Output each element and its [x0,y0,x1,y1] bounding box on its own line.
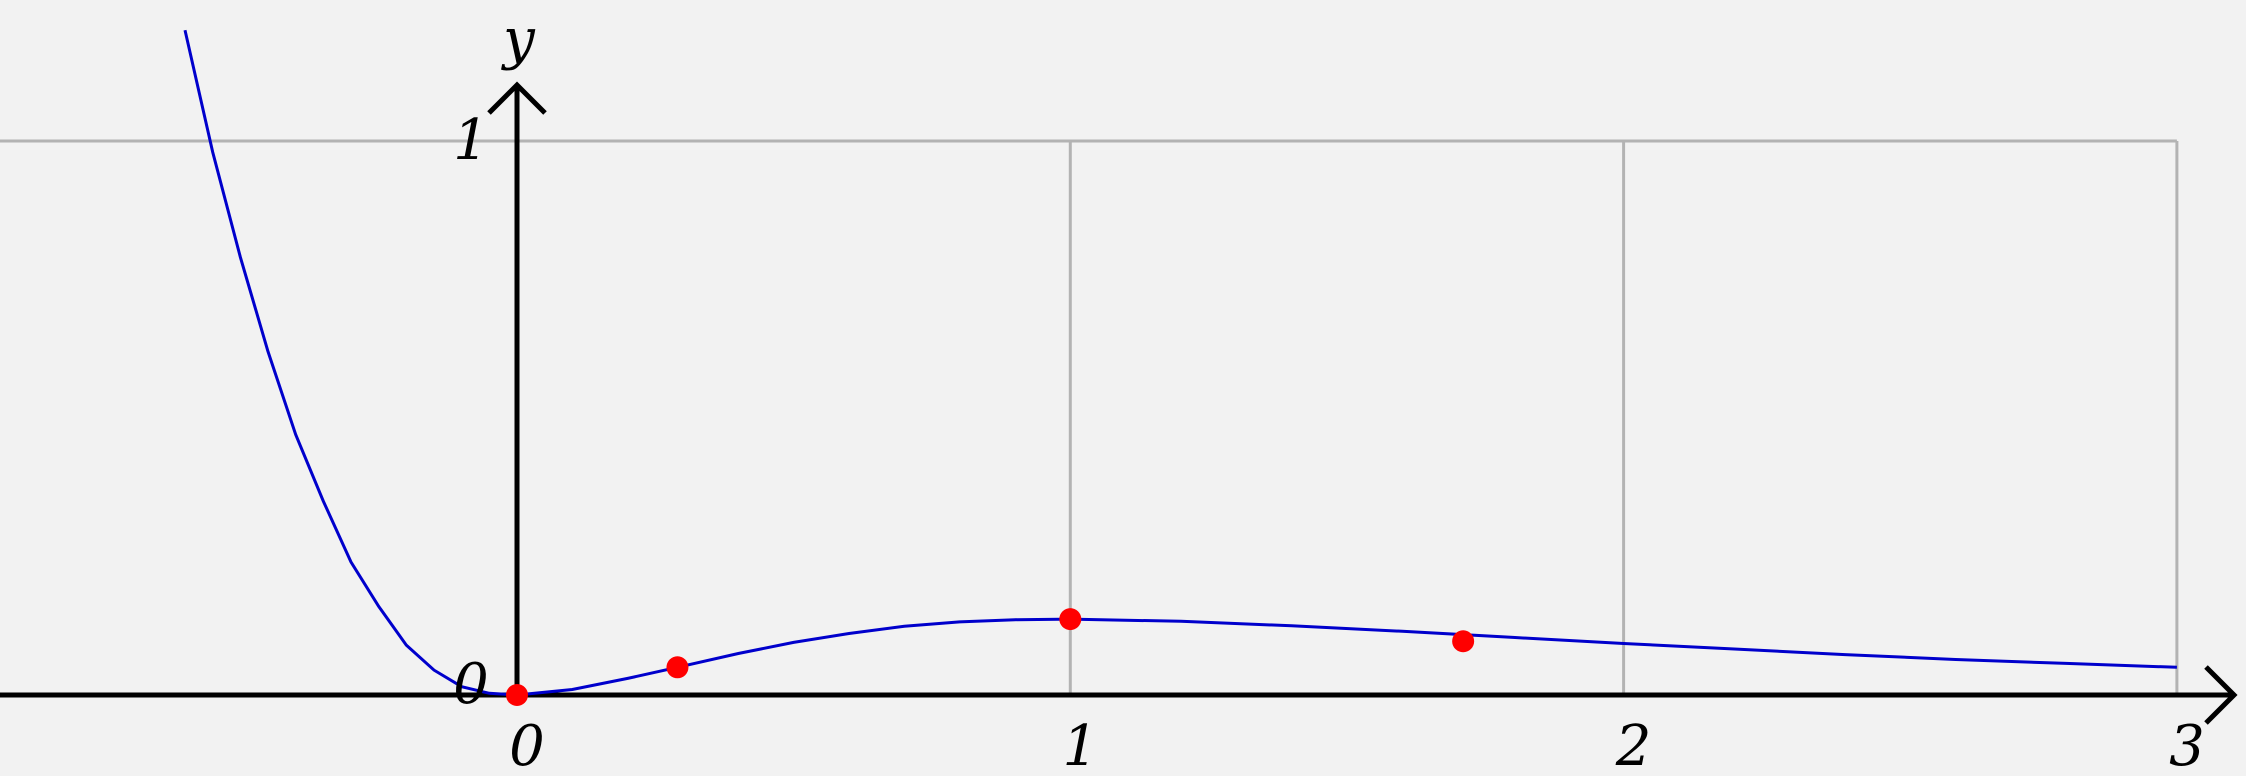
data-point [1452,630,1475,653]
y-tick-label: 0 [453,652,489,717]
y-axis-label: y [500,7,536,72]
x-tick-label: 1 [1062,714,1098,776]
x-tick-label: 2 [1615,714,1652,776]
data-point [506,684,528,706]
x-tick-label: 0 [509,714,545,776]
axes [0,81,2238,725]
x-axis-arrow [2204,665,2238,725]
data-point [1059,608,1082,631]
grid [0,139,2179,695]
curves [183,29,2177,697]
y-tick-label: 1 [453,108,489,173]
y-axis-arrow [487,81,547,115]
curve-series [183,29,2177,697]
points [506,608,1475,706]
x-tick-label: 3 [2169,714,2205,776]
data-point [666,656,689,679]
